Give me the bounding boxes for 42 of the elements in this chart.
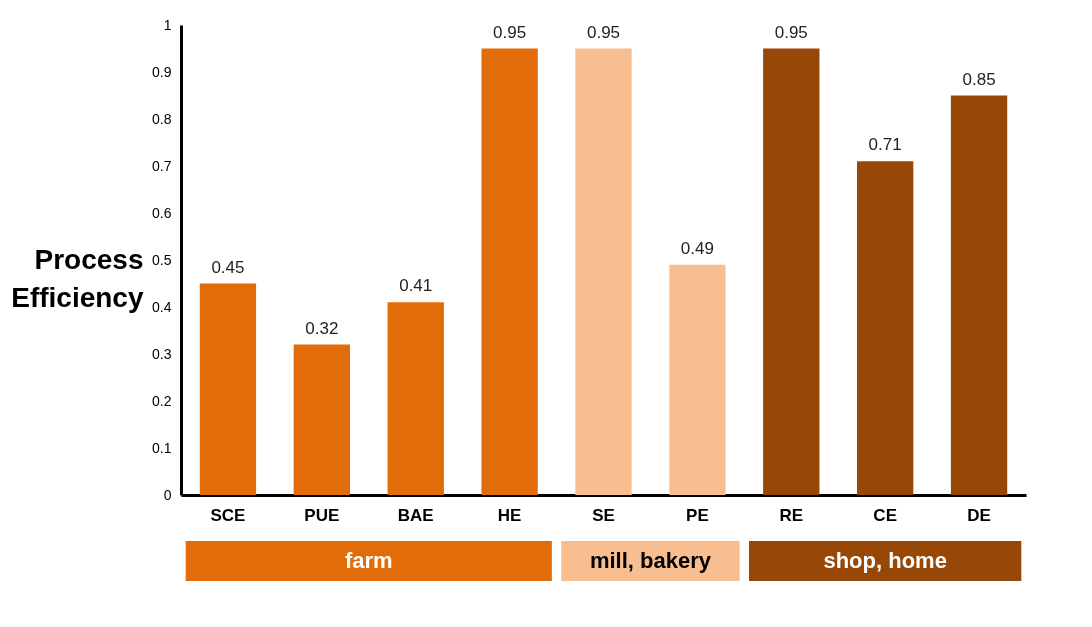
x-tick-label: PE [686, 505, 709, 525]
x-tick-label: RE [779, 505, 804, 525]
data-label: 0.85 [962, 69, 996, 89]
bar [950, 95, 1008, 495]
data-label: 0.41 [399, 276, 433, 296]
y-tick-label: 0 [163, 486, 172, 503]
y-tick-label: 0.4 [152, 298, 172, 315]
y-tick-label: 0.7 [152, 157, 172, 174]
text: shop, home [823, 548, 947, 573]
y-tick-label: 0.1 [152, 439, 172, 456]
bar [857, 161, 914, 495]
data-label: 0.95 [493, 22, 527, 42]
bar [575, 48, 632, 495]
text: farm [344, 548, 393, 573]
text: mill, bakery [589, 548, 712, 573]
data-label: 0.71 [868, 135, 902, 155]
bar [387, 302, 444, 495]
x-tick-label: DE [967, 505, 991, 525]
x-tick-label: SE [592, 505, 615, 525]
y-tick-label: 0.5 [152, 251, 172, 268]
x-tick-label: HE [497, 505, 522, 525]
data-label: 0.95 [586, 22, 621, 42]
bar [199, 283, 257, 495]
bar [293, 344, 350, 495]
data-label: 0.95 [774, 22, 808, 42]
y-tick-label: 0.9 [152, 63, 172, 80]
x-tick-label: PUE [304, 505, 340, 525]
data-label: 0.49 [680, 238, 714, 258]
y-tick-label: 0.6 [152, 204, 172, 221]
data-label: 0.45 [211, 257, 245, 277]
y-axis-title: Process Efficiency [11, 243, 144, 313]
y-tick-label: 1 [163, 16, 172, 33]
y-tick-label: 0.2 [152, 392, 172, 409]
x-tick-label: CE [873, 505, 897, 525]
y-tick-label: 0.8 [152, 110, 172, 127]
y-tick-label: 0.3 [152, 345, 172, 362]
bar [481, 48, 538, 495]
bar [669, 264, 726, 495]
x-tick-label: SCE [210, 505, 246, 525]
x-tick-label: BAE [397, 505, 434, 525]
data-label: 0.32 [305, 318, 339, 338]
bar [763, 48, 820, 495]
